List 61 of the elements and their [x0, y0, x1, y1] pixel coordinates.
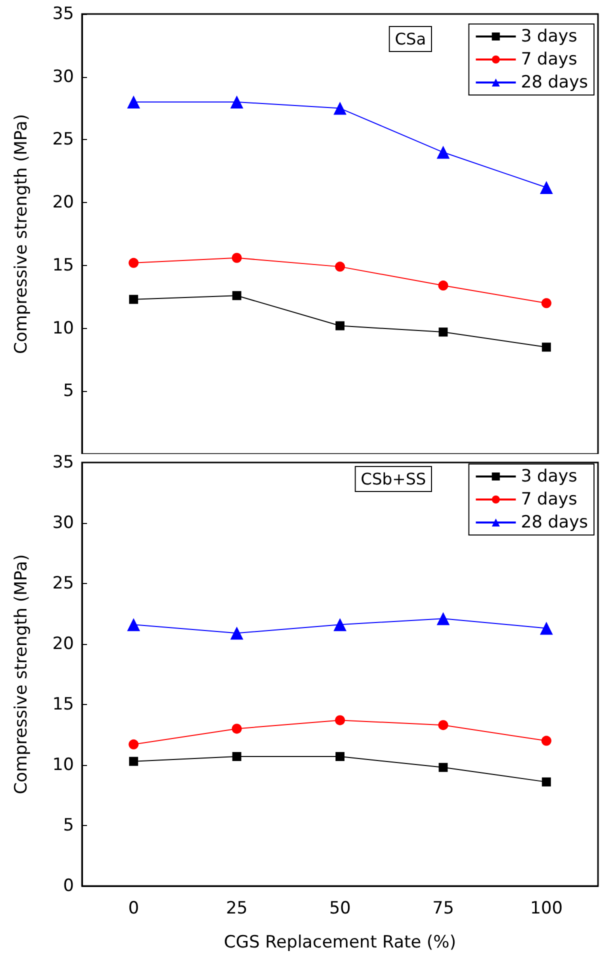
point: [127, 618, 140, 632]
y-tick-label: 15: [52, 255, 74, 276]
x-tick-label: 100: [530, 898, 563, 918]
point: [541, 736, 552, 746]
y-tick-label: 30: [52, 513, 74, 533]
point: [230, 96, 244, 108]
x-tick-label: 75: [432, 898, 454, 918]
point: [436, 146, 450, 159]
point: [128, 258, 139, 268]
y-tick-label: 10: [52, 755, 74, 775]
legend-label: 28 days: [520, 72, 588, 92]
point: [540, 180, 553, 194]
x-axis-title: CGS Replacement Rate (%): [224, 932, 456, 952]
point: [336, 321, 344, 330]
point: [438, 720, 448, 730]
point: [335, 262, 345, 272]
y-tick-label: 35: [52, 4, 74, 24]
point: [438, 280, 448, 291]
y-tick-label: 5: [63, 816, 74, 836]
point: [129, 756, 138, 766]
y-tick-label: 25: [52, 130, 74, 150]
point: [436, 612, 450, 626]
y-axis-title: Compressive strength (MPa): [12, 554, 32, 794]
point: [128, 739, 139, 750]
y-tick-label: 10: [52, 318, 74, 338]
y-tick-label: 5: [63, 381, 74, 402]
point: [232, 752, 242, 762]
y-tick-label: 20: [52, 192, 74, 213]
point: [540, 622, 553, 635]
point: [438, 762, 448, 772]
point: [129, 294, 138, 304]
y-tick-label: 25: [52, 574, 74, 594]
y-tick-label: 35: [52, 452, 74, 472]
y-tick-label: 0: [63, 876, 74, 896]
point: [336, 752, 344, 762]
point: [334, 618, 346, 632]
x-tick-label: 50: [329, 898, 351, 918]
y-tick-label: 15: [52, 694, 74, 714]
annotation: CSa: [394, 30, 426, 48]
x-tick-label: 25: [226, 898, 248, 918]
annotation: CSb+SS: [360, 470, 426, 488]
point: [438, 328, 448, 337]
legend-label: 28 days: [520, 512, 588, 532]
point: [127, 96, 140, 108]
point: [541, 298, 552, 308]
y-tick-label: 20: [52, 634, 74, 654]
point: [232, 252, 242, 263]
legend-label: 3 days: [520, 466, 578, 486]
point: [334, 102, 346, 115]
x-tick-label: 0: [128, 898, 140, 918]
point: [232, 291, 242, 300]
legend-label: 7 days: [520, 490, 578, 510]
legend-label: 7 days: [520, 50, 578, 70]
point: [542, 342, 551, 352]
point: [230, 626, 244, 640]
point: [232, 724, 242, 734]
y-tick-label: 30: [52, 66, 74, 87]
y-axis-title: Compressive strength (MPa): [12, 114, 32, 354]
legend-label: 3 days: [520, 26, 578, 46]
point: [335, 715, 345, 726]
point: [542, 777, 551, 786]
